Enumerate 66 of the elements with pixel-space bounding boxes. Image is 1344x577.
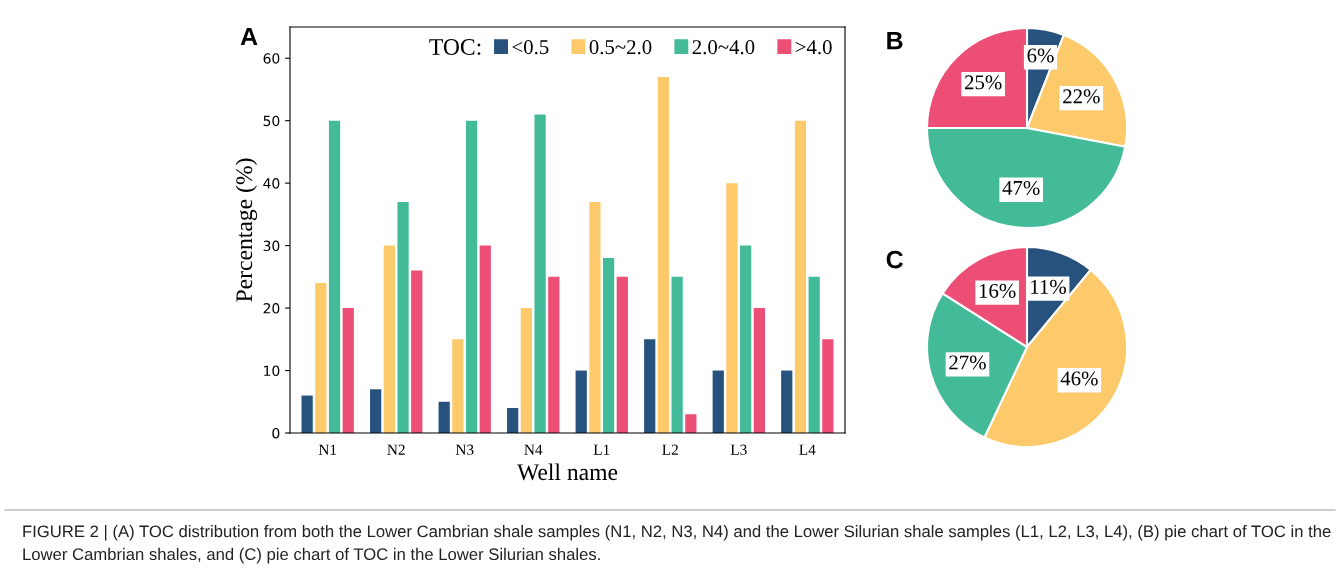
bar (753, 308, 765, 433)
data-label: 46% (1060, 371, 1098, 386)
bar (370, 389, 382, 433)
bar (575, 370, 587, 433)
data-label: 11% (1031, 279, 1066, 294)
y-tick-label: 30 (263, 240, 280, 252)
bar (315, 283, 327, 433)
bar (589, 201, 601, 433)
bar (644, 339, 656, 433)
x-tick-label: L3 (730, 444, 747, 455)
data-label: 22% (1063, 89, 1100, 104)
y-axis-title: Percentage (%) (235, 158, 258, 302)
data-label: 16% (979, 283, 1016, 298)
x-axis-title: Well name (517, 463, 618, 481)
chart-title: B (887, 31, 903, 50)
bar (397, 201, 409, 433)
bar (671, 276, 683, 433)
bar (328, 120, 341, 433)
chart-title: A (240, 27, 258, 46)
legend-label: 0.5~2.0 (589, 40, 652, 55)
bar (726, 183, 738, 433)
y-tick-label: 40 (263, 178, 280, 189)
bar (383, 245, 395, 433)
bar (794, 120, 807, 433)
x-tick-label: N3 (455, 444, 474, 455)
x-tick-label: L1 (593, 444, 610, 455)
bar (685, 414, 697, 433)
y-tick-label: 60 (263, 53, 280, 64)
bar (712, 370, 724, 433)
bar (507, 408, 519, 433)
bar (657, 76, 670, 433)
legend-label: >4.0 (795, 40, 832, 55)
bar (740, 245, 752, 433)
bar (616, 276, 628, 433)
legend-label: <0.5 (512, 40, 549, 55)
data-label: 25% (964, 75, 1002, 90)
legend-label: 2.0~4.0 (692, 40, 755, 55)
y-tick-label: 10 (264, 365, 280, 377)
data-label: 47% (1002, 180, 1040, 196)
bar (411, 270, 423, 433)
y-tick-label: 20 (263, 303, 280, 314)
caption: FIGURE 2 | (A) TOC distribution from both the Lower Cambrian shale samples (N1, N2, N3, N4) and the Lower Silurian shale samples (L1, L2, L3, L4), (B) pie chart of TOC in the Lower Cambrian shales, and (C) pie chart of TOC in the Lower Silurian shales. (23, 525, 1331, 564)
bar (479, 245, 491, 433)
bar (465, 120, 478, 433)
chart-title: C (886, 250, 903, 269)
bar (781, 370, 793, 433)
x-tick-label: N1 (318, 444, 337, 455)
x-tick-label: L4 (799, 444, 816, 455)
legend-title: TOC: (429, 39, 481, 56)
bar (548, 276, 560, 433)
bar (602, 258, 615, 433)
data-label: 27% (949, 355, 986, 370)
bar (342, 308, 354, 433)
bar (520, 308, 533, 433)
bar (452, 339, 464, 433)
data-label: 6% (1027, 48, 1054, 63)
bar (301, 395, 313, 433)
x-tick-label: N4 (524, 444, 543, 455)
bar (822, 339, 834, 433)
x-tick-label: L2 (662, 444, 678, 455)
y-tick-label: 0 (272, 427, 280, 439)
bar (438, 401, 450, 433)
bar (534, 114, 546, 433)
bar (808, 276, 820, 433)
y-tick-label: 50 (263, 115, 280, 127)
x-tick-label: N2 (387, 444, 405, 455)
